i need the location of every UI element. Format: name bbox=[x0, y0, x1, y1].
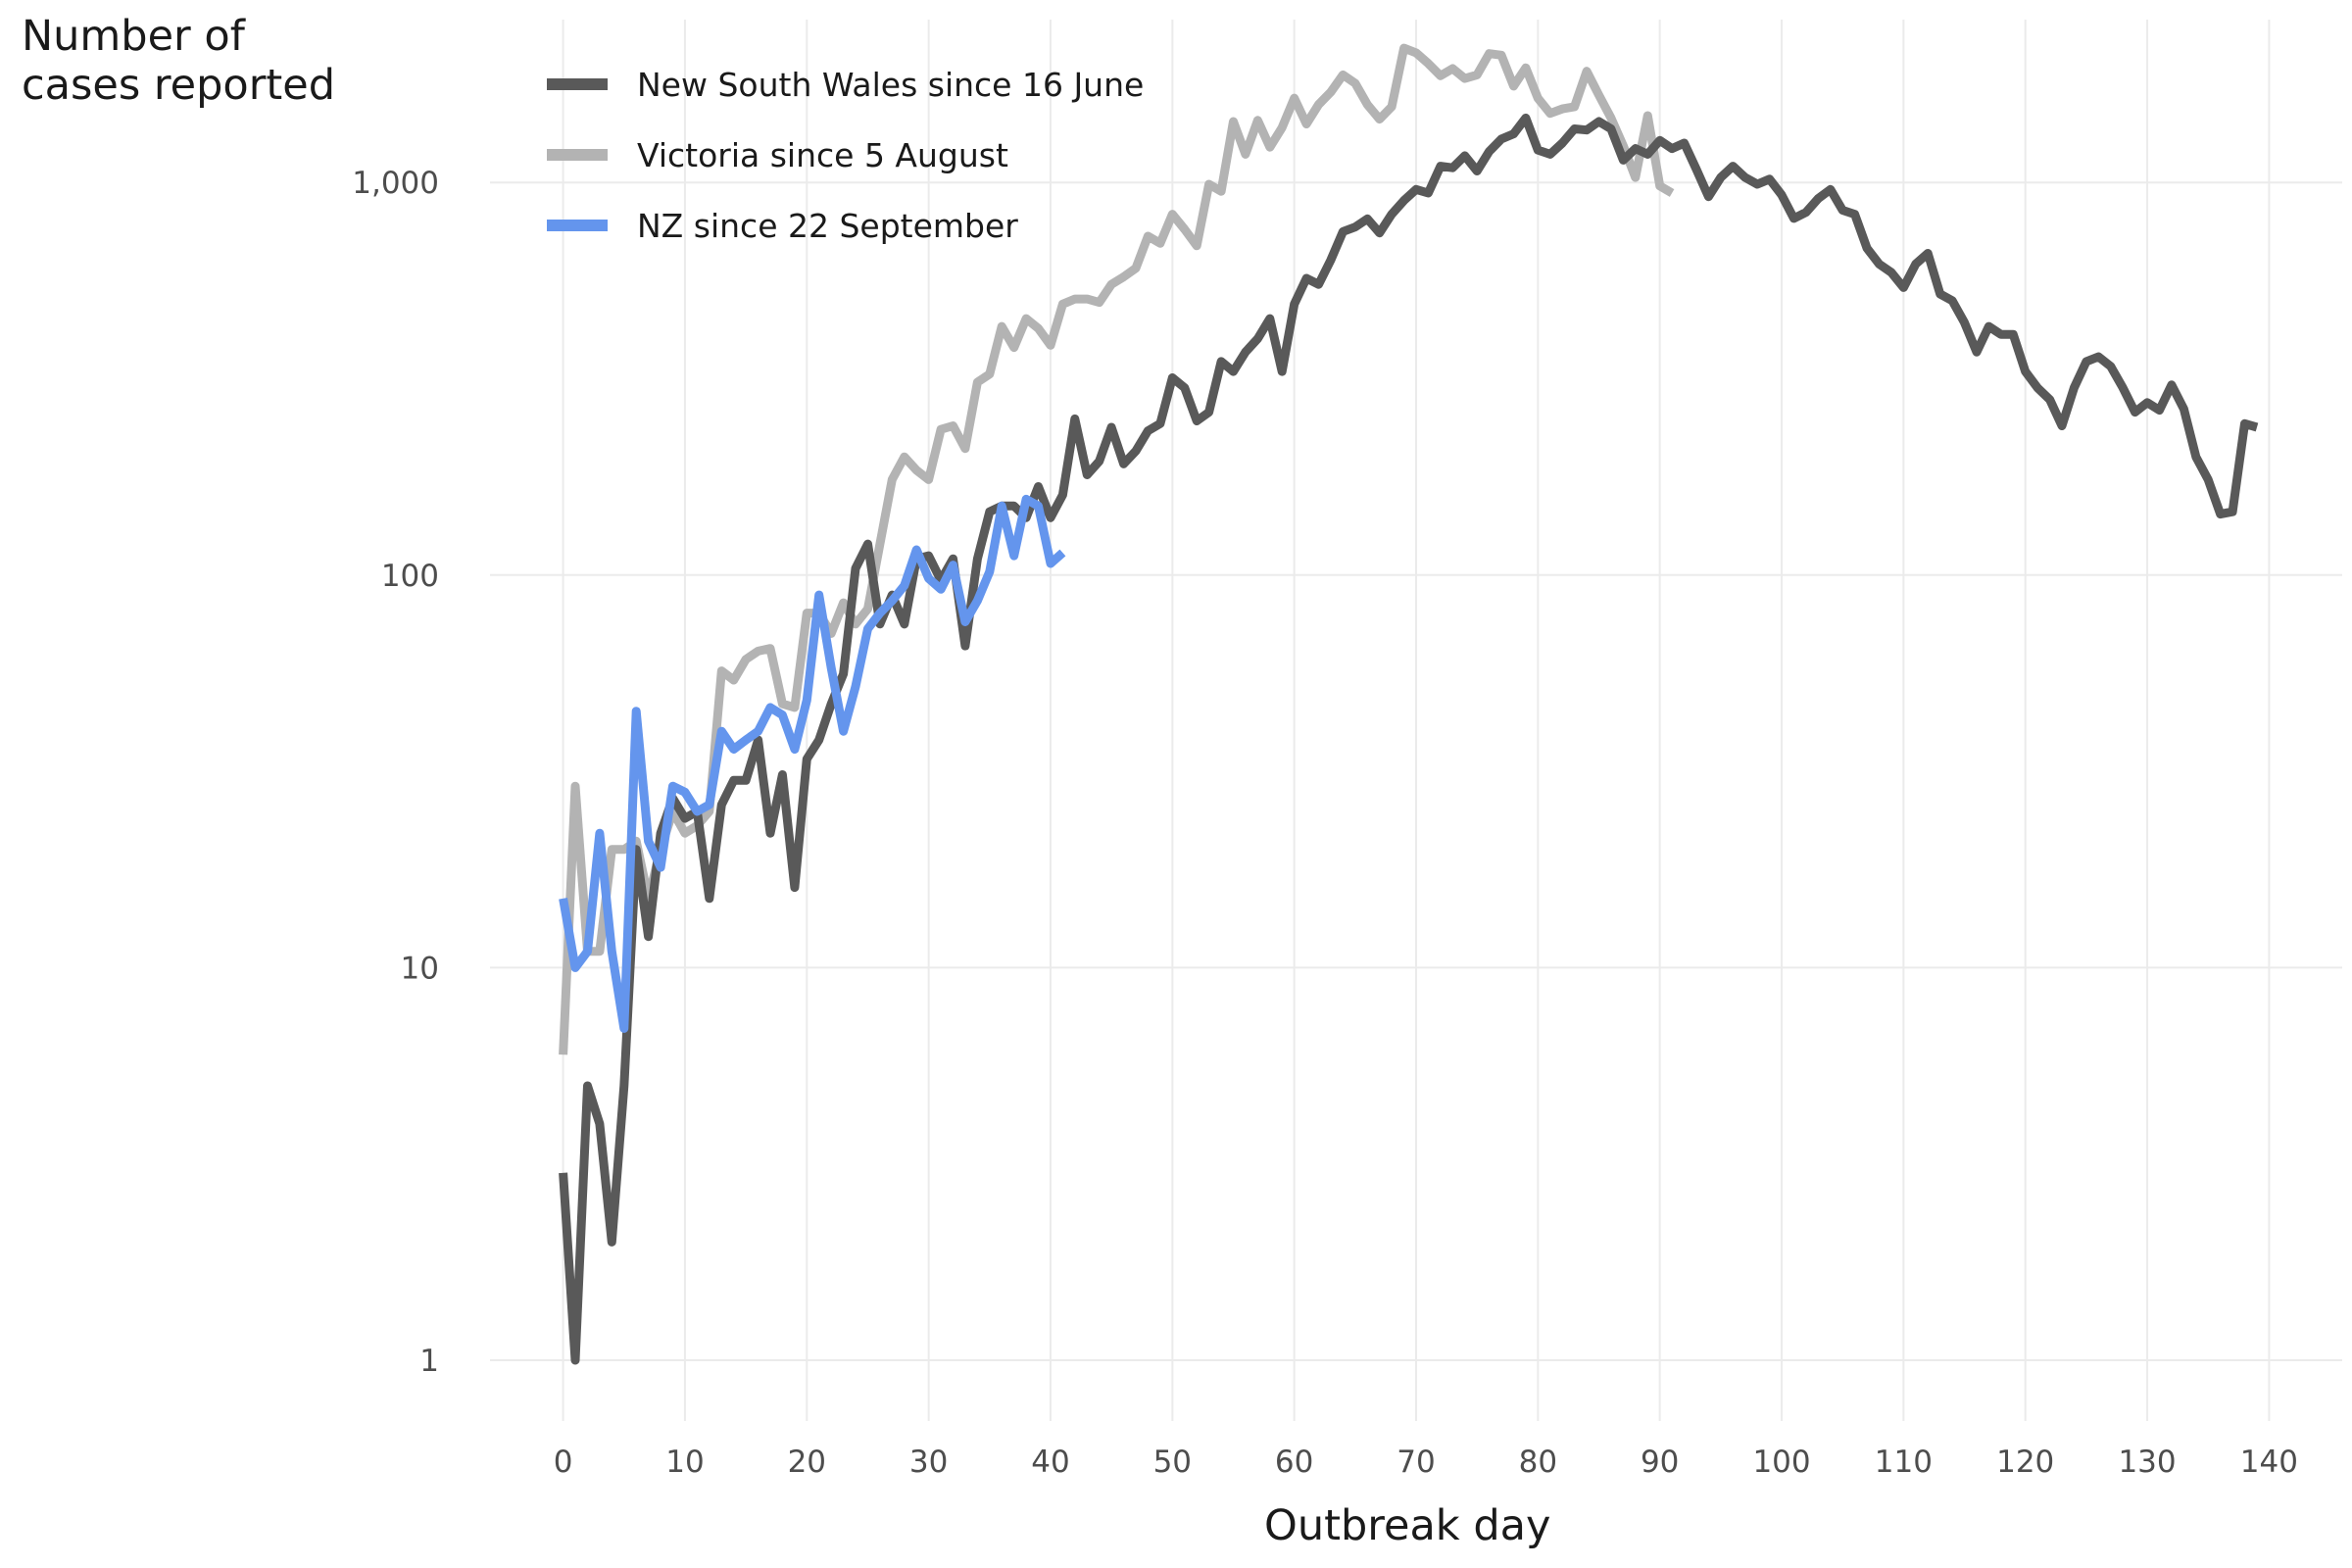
x-tick-label: 140 bbox=[2240, 1445, 2298, 1480]
legend-swatch-victoria bbox=[547, 149, 608, 161]
y-axis-title: Number of cases reported bbox=[22, 12, 335, 110]
x-tick-label: 10 bbox=[665, 1445, 704, 1480]
legend-item-nsw: New South Wales since 16 June bbox=[547, 49, 1144, 120]
x-tick-label: 100 bbox=[1752, 1445, 1810, 1480]
legend-label-nsw: New South Wales since 16 June bbox=[637, 65, 1145, 104]
legend-label-victoria: Victoria since 5 August bbox=[637, 135, 1008, 174]
x-tick-label: 60 bbox=[1275, 1445, 1313, 1480]
grid-lines bbox=[490, 20, 2342, 1421]
legend-label-nz: NZ since 22 September bbox=[637, 206, 1018, 245]
x-tick-label: 110 bbox=[1875, 1445, 1933, 1480]
series-line-nz bbox=[559, 494, 1066, 1033]
y-axis-ticks: 1 10 100 1,000 bbox=[352, 166, 439, 1379]
x-tick-label: 30 bbox=[909, 1445, 948, 1480]
series-lines bbox=[559, 43, 2259, 1365]
legend-swatch-nsw bbox=[547, 78, 608, 90]
series-line-nsw bbox=[559, 113, 2259, 1365]
y-tick-label: 1,000 bbox=[352, 166, 439, 201]
x-axis-title: Outbreak day bbox=[1264, 1501, 1551, 1550]
y-tick-label: 100 bbox=[381, 559, 439, 594]
x-tick-label: 90 bbox=[1641, 1445, 1679, 1480]
x-tick-label: 50 bbox=[1153, 1445, 1192, 1480]
x-tick-label: 130 bbox=[2118, 1445, 2176, 1480]
y-tick-label: 1 bbox=[419, 1344, 439, 1379]
x-tick-label: 40 bbox=[1031, 1445, 1069, 1480]
x-tick-label: 80 bbox=[1519, 1445, 1557, 1480]
legend-item-nz: NZ since 22 September bbox=[547, 190, 1144, 261]
x-tick-label: 120 bbox=[1996, 1445, 2054, 1480]
x-tick-label: 0 bbox=[554, 1445, 573, 1480]
y-axis-title-line-1: Number of bbox=[22, 12, 245, 61]
x-tick-label: 70 bbox=[1396, 1445, 1435, 1480]
legend-item-victoria: Victoria since 5 August bbox=[547, 120, 1144, 190]
series-line-victoria bbox=[559, 43, 1675, 1055]
x-axis-ticks: 0 10 20 30 40 50 60 70 80 90 100 110 120 130 140 bbox=[554, 1445, 2298, 1480]
legend: New South Wales since 16 June Victoria s… bbox=[547, 49, 1144, 261]
x-tick-label: 20 bbox=[788, 1445, 826, 1480]
y-axis-title-line-2: cases reported bbox=[22, 61, 336, 110]
y-tick-label: 10 bbox=[401, 951, 439, 986]
legend-swatch-nz bbox=[547, 220, 608, 231]
